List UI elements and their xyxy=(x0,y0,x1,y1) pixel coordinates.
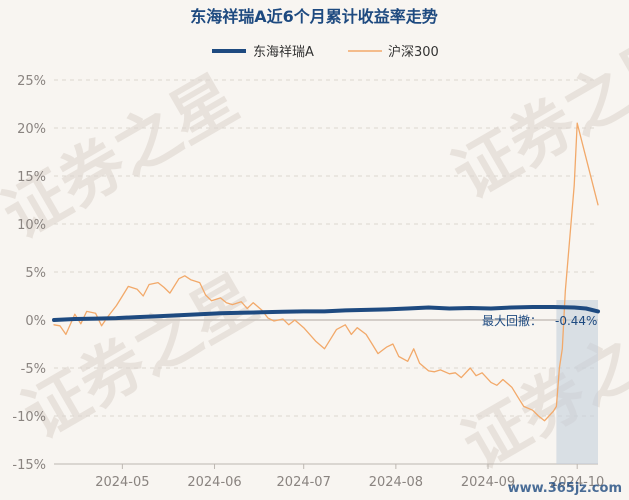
y-tick-label: -15% xyxy=(12,458,46,473)
max-drawdown-value: -0.44% xyxy=(555,314,597,328)
x-tick-label: 2024-09 xyxy=(461,475,515,490)
x-axis: 2024-05 2024-06 2024-07 2024-08 2024-09 2024-… xyxy=(95,464,604,490)
series-line-fund xyxy=(52,305,600,322)
x-tick-label: 2024-05 xyxy=(95,475,149,490)
y-tick-label: -10% xyxy=(12,410,46,425)
y-tick-label: 0% xyxy=(25,314,46,329)
legend: 东海祥瑞A 沪深300 xyxy=(212,44,439,60)
y-tick-label: 15% xyxy=(17,170,46,185)
series-lines xyxy=(52,122,600,422)
footer-watermark: www.365jz.com xyxy=(508,481,622,496)
series-line-index xyxy=(53,122,599,422)
max-drawdown-label: 最大回撤： xyxy=(482,313,542,328)
y-tick-label: 25% xyxy=(17,74,46,89)
x-tick-label: 2024-06 xyxy=(187,475,241,490)
legend-label-index: 沪深300 xyxy=(388,44,439,60)
y-tick-label: -5% xyxy=(21,362,46,377)
y-tick-label: 10% xyxy=(17,218,46,233)
y-tick-label: 20% xyxy=(17,122,46,137)
y-axis: 25% 20% 15% 10% 5% 0% -5% -10% -15% xyxy=(12,74,46,473)
y-tick-label: 5% xyxy=(25,266,46,281)
grid xyxy=(54,79,598,465)
x-tick-label: 2024-10 xyxy=(550,475,604,490)
x-tick-label: 2024-08 xyxy=(369,475,423,490)
chart-title: 东海祥瑞A近6个月累计收益率走势 xyxy=(190,7,438,26)
x-tick-label: 2024-07 xyxy=(277,475,331,490)
legend-label-fund: 东海祥瑞A xyxy=(253,45,314,60)
